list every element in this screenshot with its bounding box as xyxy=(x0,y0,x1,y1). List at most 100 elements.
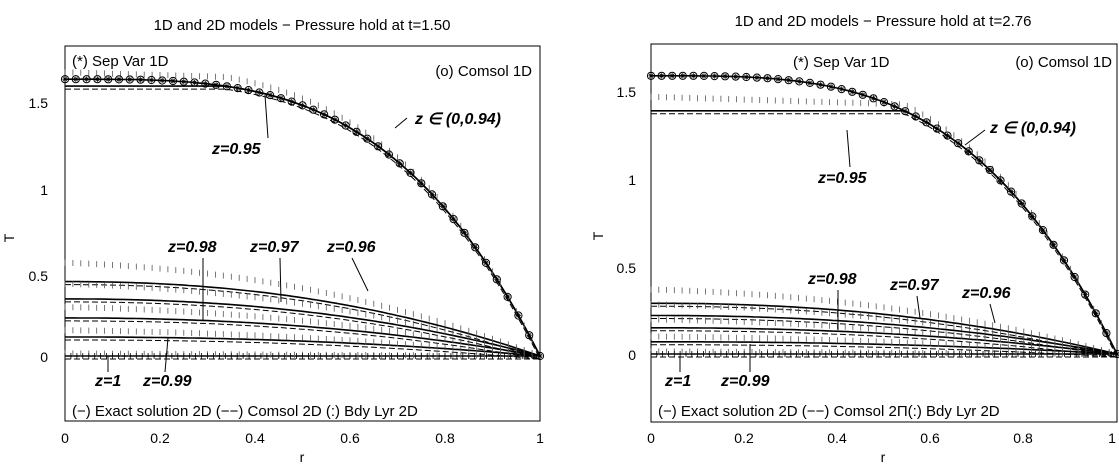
panel-1-comsol1d-point xyxy=(535,351,545,361)
panel-2-ytick-3: 1.5 xyxy=(617,84,637,100)
panel-1-xlabel: r xyxy=(300,449,305,465)
panel-2-sepvar-point xyxy=(1040,227,1046,233)
panel-1-comsol1d-point xyxy=(82,75,91,84)
panel-1-comsol1d-point xyxy=(438,202,447,211)
panel-2-sepvar-point xyxy=(923,119,929,125)
panel-2-label-z099: z=0.99 xyxy=(720,373,770,390)
panel-1-comsol1d-point xyxy=(427,190,437,199)
panel-1-comsol1d-point xyxy=(492,275,501,284)
panel-1-comsol1d-point xyxy=(309,105,318,114)
panel-2-label-z-range: z ∈ (0,0.94) xyxy=(989,120,1076,137)
panel-2-comsol1d-point xyxy=(932,124,942,133)
panel-1-comsol1d-point xyxy=(330,115,339,124)
panel-2-comsol1d-point xyxy=(678,71,687,80)
panel-2-sepvar-point xyxy=(680,73,686,79)
panel-2-comsol1d-point xyxy=(721,72,730,81)
panel-2-comsol1d-point xyxy=(1112,349,1119,359)
panel-1-comsol1d-point xyxy=(276,94,285,103)
panel-1-label-z096: z=0.96 xyxy=(326,239,376,256)
panel-1-legend-bottom: (−) Exact solution 2D (−−) Comsol 2D (:)… xyxy=(72,403,418,420)
panel-1-comsol1d-point xyxy=(460,228,469,237)
panel-1-sepvar-point xyxy=(310,107,316,113)
panel-2-sepvar-point xyxy=(722,73,728,79)
panel-2-xtick-5: 1 xyxy=(1108,430,1116,446)
panel-2-sepvar-point xyxy=(849,89,855,95)
panel-1-comsol1d-point xyxy=(352,127,361,136)
panel-2-sepvar-point xyxy=(870,95,877,101)
panel-2-sepvar-point xyxy=(913,113,919,120)
panel-1-curves xyxy=(60,69,545,361)
panel-1-sepvar-point xyxy=(515,312,522,319)
panel-2-sepvar-point xyxy=(839,86,845,92)
panel-2-comsol1d-point xyxy=(657,71,666,80)
panel-2-comsol1d-point xyxy=(1007,187,1016,196)
panel-1-comsol1d-point xyxy=(244,86,253,95)
panel-1-comsol1d-point xyxy=(114,75,124,84)
panel-2-comsol1d-point xyxy=(1070,272,1079,282)
panel-2-sepvar-point xyxy=(701,73,707,79)
panel-2-comsol1d-point xyxy=(699,71,709,81)
panel-2-sepvar-point xyxy=(1050,242,1057,248)
panel-1-xtick-4: 0.8 xyxy=(435,430,455,446)
panel-2-comsol1d-point xyxy=(975,156,984,165)
panel-2-comsol1d-point xyxy=(805,78,815,88)
panel-1-sepvar-point xyxy=(289,98,295,105)
panel-1-comsol1d-point xyxy=(384,150,393,159)
panel-2-title: 1D and 2D models − Pressure hold at t=2.… xyxy=(735,13,1032,30)
panel-2-comsol1d-point xyxy=(879,98,889,107)
panel-2-comsol1d-point xyxy=(816,80,825,89)
panel-1-ytick-3: 1.5 xyxy=(29,95,49,111)
panel-2-comsol1d-point xyxy=(774,75,783,84)
panel-2-comsol1d-point xyxy=(668,71,677,80)
panel-2-comsol1d-point xyxy=(1017,199,1026,208)
panel-1-comsol1d-point xyxy=(395,159,404,168)
panel-1-comsol1d-point xyxy=(104,75,113,84)
panel-2-sepvar-point xyxy=(775,76,781,82)
panel-1-xtick-0: 0 xyxy=(61,430,69,446)
panel-2-sepvar-point xyxy=(966,148,972,155)
panel-1: 1D and 2D models − Pressure hold at t=1.… xyxy=(1,17,544,465)
panel-1-comsol1d-point xyxy=(525,331,534,340)
panel-2-legend-comsol-1d: (o) Comsol 1D xyxy=(1015,54,1112,71)
panel-1-label-z095: z=0.95 xyxy=(211,141,262,158)
panel-2-legend-sep-var: (*) Sep Var 1D xyxy=(793,54,890,71)
panel-2-ytick-1: 0.5 xyxy=(617,260,637,276)
panel-2-sepvar-point xyxy=(1072,274,1078,280)
panel-1-comsol1d-point xyxy=(481,258,491,267)
panel-1-xtick-5: 1 xyxy=(536,430,544,446)
panel-1-comsol1d-point xyxy=(179,77,188,86)
panel-1-comsol1d-point xyxy=(93,75,102,84)
panel-2-label-z095: z=0.95 xyxy=(817,170,868,187)
panel-2-sepvar-point xyxy=(891,103,898,110)
panel-2-comsol1d-point xyxy=(869,94,878,103)
panel-2-comsol1d-point xyxy=(837,85,846,94)
panel-2-sepvar-point xyxy=(976,157,982,163)
panel-1-sepvar-point xyxy=(137,77,144,83)
panel-1-label-z098: z=0.98 xyxy=(167,239,217,256)
panel-2-sepvar-point xyxy=(817,82,824,88)
panel-2-sepvar-point xyxy=(997,177,1004,183)
panel-2-comsol1d-point xyxy=(763,74,772,83)
panel-1-comsol1d-point xyxy=(363,134,372,143)
panel-1-comsol1d-point xyxy=(125,75,134,84)
panel-1-label-z097: z=0.97 xyxy=(249,239,300,256)
panel-2-comsol1d-point xyxy=(964,147,973,156)
panel-1-frame xyxy=(64,45,541,422)
panel-1-sepvar-point xyxy=(181,79,187,85)
panel-2-comsol1d-point xyxy=(826,82,836,91)
panel-1-ylabel: T xyxy=(1,233,17,242)
panel-2-comsol1d-point xyxy=(985,165,995,175)
panel-1-legend-comsol-1d: (o) Comsol 1D xyxy=(435,63,532,80)
panel-1-sepvar-point xyxy=(343,122,349,129)
panel-2-sepvar-point xyxy=(987,167,993,173)
panel-1-xtick-1: 0.2 xyxy=(150,430,170,446)
panel-2-ytick-2: 1 xyxy=(628,172,636,188)
panel-1-sepvar-point xyxy=(526,332,532,338)
panel-1-sepvar-point xyxy=(332,117,338,123)
panel-1-sepvar-point xyxy=(418,180,424,186)
panel-1-sepvar-point xyxy=(267,92,273,98)
panel-1-sepvar-point xyxy=(429,191,435,198)
panel-1-comsol1d-point xyxy=(60,75,70,84)
panel-2-comsol1d-point xyxy=(1081,290,1090,299)
